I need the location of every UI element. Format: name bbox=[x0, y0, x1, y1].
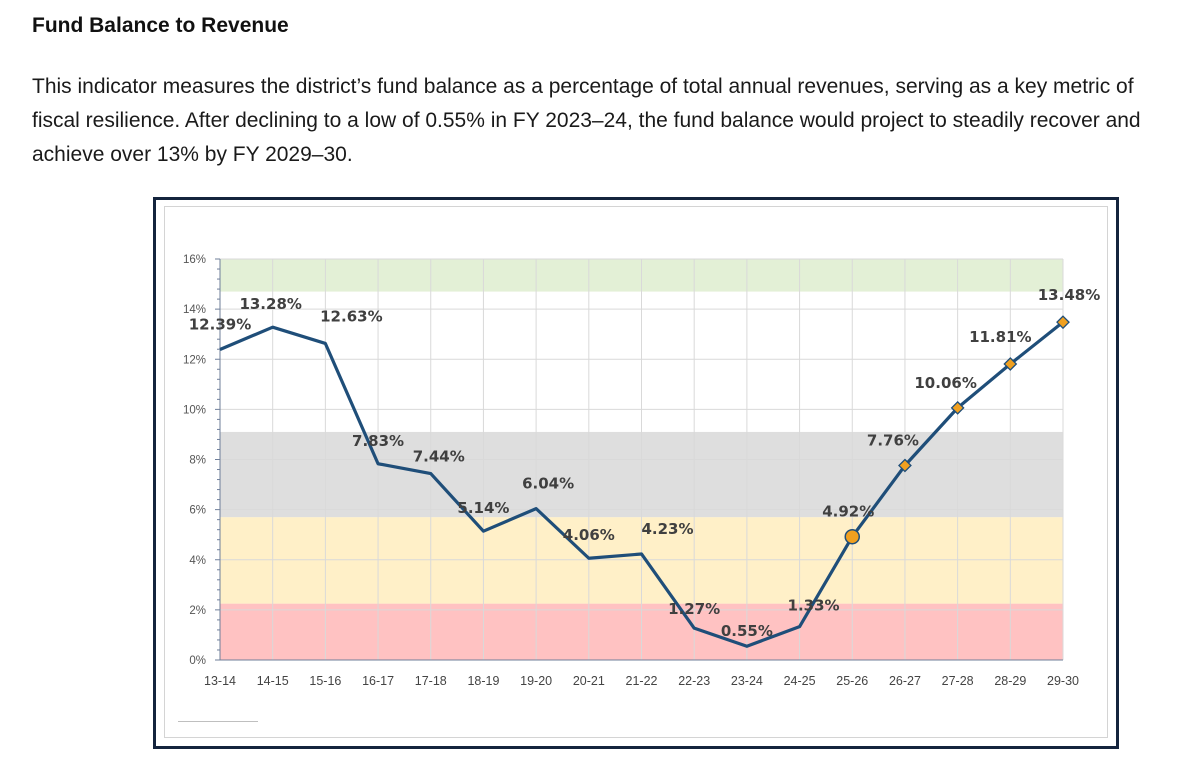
data-label: 7.76% bbox=[867, 432, 919, 450]
x-tick-label: 27-28 bbox=[942, 674, 974, 688]
x-tick-label: 26-27 bbox=[889, 674, 921, 688]
data-point-diamond bbox=[898, 458, 912, 473]
y-tick-label: 14% bbox=[183, 304, 206, 316]
data-point-circle bbox=[844, 528, 860, 545]
data-point-diamond bbox=[1003, 357, 1018, 371]
fund-balance-line-chart: 0% 2% 4% 6% 8% 10% 12% 14% 16% 13-14 14-15 15-16 16-… bbox=[183, 254, 1100, 688]
intro-paragraph: This indicator measures the district’s f… bbox=[32, 75, 1141, 166]
data-label: 13.28% bbox=[239, 295, 301, 313]
x-tick-label: 15-16 bbox=[309, 674, 341, 688]
section-heading: Fund Balance to Revenue bbox=[32, 14, 289, 37]
data-label: 7.44% bbox=[413, 448, 465, 466]
y-tick-label: 4% bbox=[189, 555, 206, 567]
y-tick-label: 8% bbox=[189, 455, 206, 467]
y-tick-label: 16% bbox=[183, 254, 206, 266]
x-tick-label: 18-19 bbox=[467, 674, 499, 688]
y-tick-label: 12% bbox=[183, 354, 206, 366]
x-tick-label: 22-23 bbox=[678, 674, 710, 688]
x-tick-label: 16-17 bbox=[362, 674, 394, 688]
chart-plot-area bbox=[164, 206, 1108, 738]
x-tick-label: 14-15 bbox=[257, 674, 289, 688]
x-tick-label: 23-24 bbox=[731, 674, 763, 688]
x-tick-label: 19-20 bbox=[520, 674, 552, 688]
chart-frame: 0% 2% 4% 6% 8% 10% 12% 14% 16% 13-14 14-15 15-16 16-… bbox=[153, 197, 1119, 749]
data-label: 4.23% bbox=[641, 520, 693, 538]
x-tick-label: 13-14 bbox=[204, 674, 236, 688]
x-tick-label: 21-22 bbox=[626, 674, 658, 688]
data-label: 1.27% bbox=[668, 600, 720, 618]
data-label: 7.83% bbox=[352, 432, 404, 450]
data-label: 5.14% bbox=[457, 499, 509, 517]
series-line bbox=[219, 320, 1064, 648]
y-tick-label: 6% bbox=[189, 505, 206, 517]
y-tick-label: 0% bbox=[189, 655, 206, 667]
data-label: 4.06% bbox=[563, 526, 615, 544]
data-label: 6.04% bbox=[522, 475, 574, 493]
x-tick-label: 25-26 bbox=[836, 674, 868, 688]
x-tick-label: 17-18 bbox=[415, 674, 447, 688]
data-label: 10.06% bbox=[914, 374, 976, 392]
data-point-diamond bbox=[950, 400, 965, 415]
x-tick-label: 24-25 bbox=[784, 674, 816, 688]
data-label: 0.55% bbox=[721, 622, 773, 640]
x-tick-label: 20-21 bbox=[573, 674, 605, 688]
y-tick-label: 10% bbox=[183, 404, 206, 416]
x-tick-label: 28-29 bbox=[994, 674, 1026, 688]
x-tick-label: 29-30 bbox=[1047, 674, 1079, 688]
data-label: 4.92% bbox=[822, 503, 874, 521]
data-point-diamond bbox=[1056, 315, 1070, 330]
data-label: 1.33% bbox=[788, 597, 840, 615]
data-label: 13.48% bbox=[1038, 286, 1100, 304]
legend-stub bbox=[178, 721, 258, 722]
data-label: 12.39% bbox=[189, 315, 251, 333]
data-label: 12.63% bbox=[320, 307, 382, 325]
y-tick-label: 2% bbox=[189, 605, 206, 617]
data-label: 11.81% bbox=[969, 328, 1031, 346]
